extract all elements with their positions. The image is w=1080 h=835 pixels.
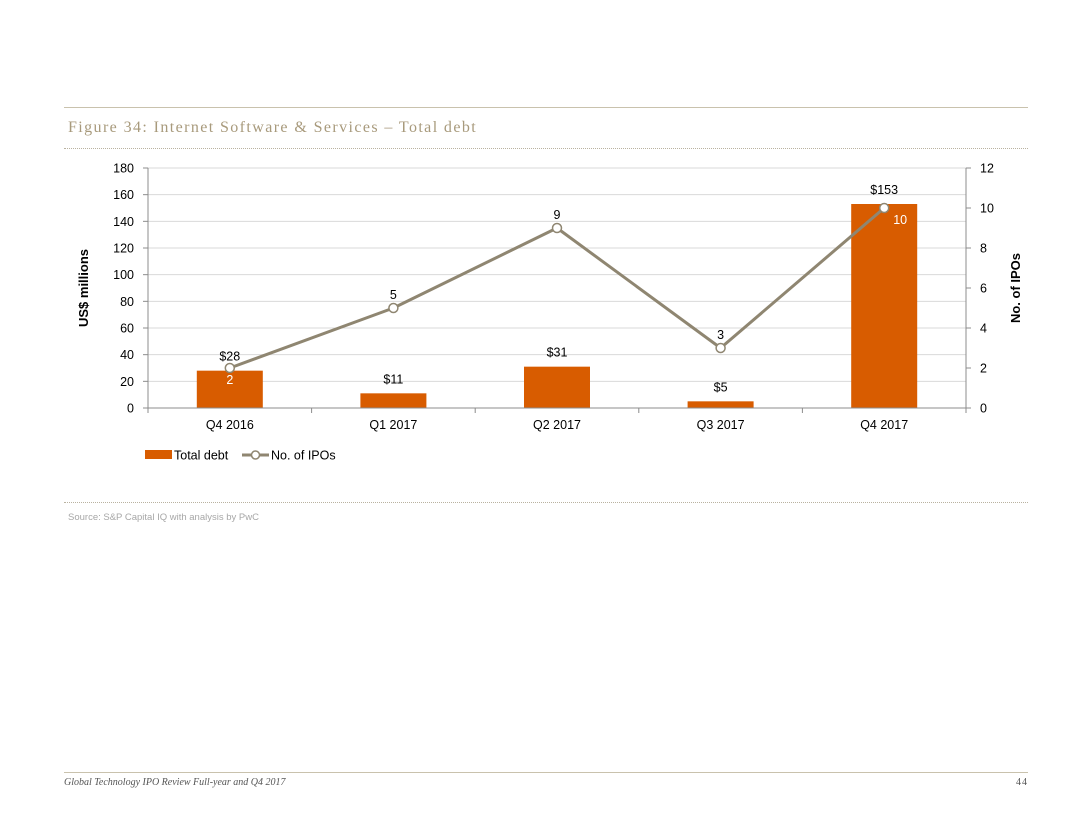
- data-labels: $28 $11 $31 $5 $153 2 5 9 3 10: [219, 183, 907, 394]
- bar-total-debt: [687, 401, 754, 408]
- bar-value-label: $5: [714, 380, 728, 394]
- y-tick-label: 100: [113, 268, 134, 282]
- bars: [196, 204, 918, 408]
- bar-total-debt: [196, 370, 263, 408]
- line-value-label: 5: [390, 288, 397, 302]
- y-tick-label: 140: [113, 215, 134, 229]
- x-tick-label: Q4 2016: [206, 418, 254, 432]
- footer-rule: [64, 772, 1028, 773]
- line-value-label: 9: [554, 208, 561, 222]
- gridlines: [148, 167, 966, 382]
- x-tick-label: Q1 2017: [369, 418, 417, 432]
- axes: 0 20 40 60 80 100 120 140 160 180 0 2 4 6 8 10 12 Q4 2016…: [76, 162, 1023, 433]
- line-value-label: 2: [226, 373, 233, 387]
- bar-value-label: $153: [870, 183, 898, 197]
- y-tick-label: 180: [113, 162, 134, 176]
- legend-marker-ipos: [250, 450, 261, 460]
- y-tick-label: 160: [113, 188, 134, 202]
- legend-label-total-debt: Total debt: [174, 449, 229, 463]
- legend-label-ipos: No. of IPOs: [271, 449, 336, 463]
- y2-tick-label: 4: [980, 322, 987, 336]
- legend: Total debt No. of IPOs: [145, 449, 336, 463]
- line-point-ipos: [715, 342, 726, 354]
- bar-total-debt: [360, 393, 427, 408]
- y-tick-label: 40: [120, 348, 134, 362]
- title-rule: [64, 148, 1028, 149]
- y-axis-title: US$ millions: [76, 249, 91, 327]
- page-number: 44: [1016, 777, 1028, 788]
- y2-tick-label: 6: [980, 282, 987, 296]
- bar-total-debt: [524, 366, 590, 408]
- line-point-ipos: [878, 202, 890, 214]
- line-point-ipos: [388, 302, 399, 314]
- source-note: Source: S&P Capital IQ with analysis by …: [68, 512, 259, 523]
- y2-tick-label: 12: [980, 162, 994, 176]
- bar-value-label: $28: [219, 350, 240, 364]
- legend-swatch-total-debt: [145, 450, 172, 459]
- y-tick-label: 20: [120, 375, 134, 389]
- footer-doc-title: Global Technology IPO Review Full-year a…: [64, 777, 286, 788]
- line-value-label: 10: [893, 213, 907, 227]
- y-tick-label: 60: [120, 322, 134, 336]
- y-tick-label: 120: [113, 242, 134, 256]
- y-tick-label: 0: [127, 402, 134, 416]
- ipo-line: [224, 202, 890, 374]
- line-point-ipos: [224, 362, 236, 374]
- line-point-ipos: [551, 222, 563, 234]
- bar-value-label: $31: [547, 346, 568, 360]
- x-tick-label: Q4 2017: [860, 418, 908, 432]
- combo-chart: 0 20 40 60 80 100 120 140 160 180 0 2 4 6 8 10 12 Q4 2016…: [76, 162, 1023, 463]
- figure-title: Figure 34: Internet Software & Services …: [68, 119, 478, 136]
- bar-value-label: $11: [383, 372, 403, 386]
- bar-total-debt: [851, 204, 918, 408]
- y2-tick-label: 0: [980, 402, 987, 416]
- top-rule: [64, 107, 1028, 108]
- y2-axis-title: No. of IPOs: [1008, 253, 1023, 323]
- source-rule: [64, 502, 1028, 503]
- y2-tick-label: 2: [980, 362, 987, 376]
- x-tick-label: Q3 2017: [697, 418, 745, 432]
- line-value-label: 3: [717, 328, 724, 342]
- x-tick-label: Q2 2017: [533, 418, 581, 432]
- y2-tick-label: 10: [980, 202, 994, 216]
- y2-tick-label: 8: [980, 242, 987, 256]
- y-tick-label: 80: [120, 295, 134, 309]
